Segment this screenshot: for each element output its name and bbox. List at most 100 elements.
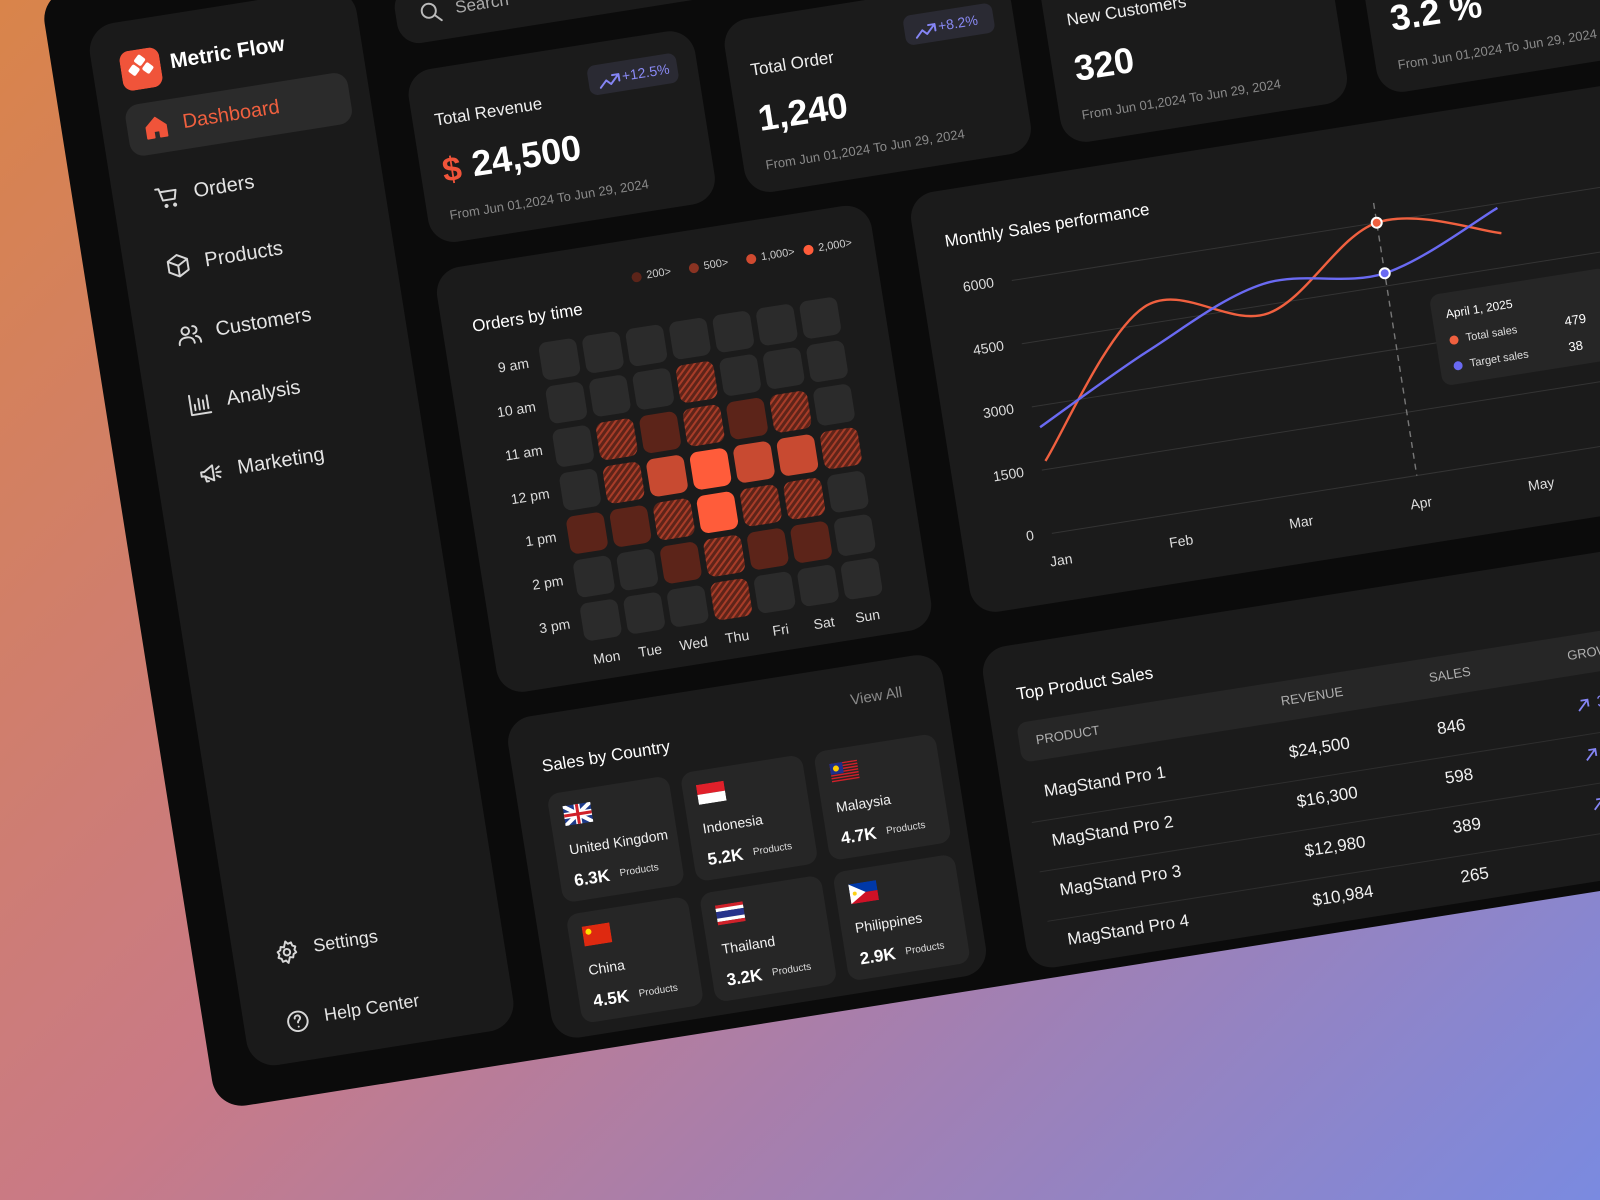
country-tile: China 4.5K Products (565, 895, 705, 1024)
heat-cell (726, 398, 768, 440)
nav-label[interactable]: Customers (213, 303, 313, 341)
f (585, 928, 592, 935)
flag (829, 759, 860, 783)
stat-change: +8.2% (902, 2, 996, 47)
grid-line (1011, 147, 1600, 282)
country-value: 4.5K (591, 986, 631, 1011)
card-title: Orders by time (471, 300, 584, 336)
stat-value: 1,240 (755, 84, 851, 139)
stat-change-value: +8.2% (936, 11, 979, 34)
table-cell: $16,300 (1295, 782, 1360, 812)
y-tick-label: 6000 (962, 274, 995, 295)
chart-title: Monthly Sales performance (943, 200, 1150, 251)
logo (119, 47, 163, 91)
nav-label[interactable]: Dashboard (181, 96, 282, 134)
country-name: United Kingdom (568, 826, 670, 858)
nav-item[interactable]: Dashboard (123, 71, 354, 158)
heat-cell (834, 514, 876, 556)
country-value: 4.7K (839, 823, 878, 848)
heat-cell (580, 599, 622, 641)
footer-nav-icon (287, 1010, 309, 1032)
hover-line (1372, 202, 1418, 476)
footer-nav-label[interactable]: Settings (311, 925, 380, 956)
trend-arrow (1578, 698, 1590, 712)
heat-cell (770, 391, 812, 433)
sidebar: Metric Flow Dashboard Orders Products Custom… (85, 0, 518, 1070)
stat-card: Total Order +8.2% 1,240 From Jun 01,2024 To… (720, 0, 1035, 196)
heat-cell (559, 469, 601, 511)
nav-item[interactable]: Analysis (167, 348, 397, 435)
logo-mark (128, 64, 140, 76)
top-product-sales-card: Top Product Sales PRODUCT REVENUE SALES GROW… (979, 499, 1600, 972)
tooltip-dot (1449, 335, 1459, 345)
f (832, 765, 839, 772)
trend-arrow (1594, 797, 1600, 811)
heat-cell (669, 317, 711, 360)
country-name: China (587, 956, 626, 979)
logo-mark (142, 62, 154, 74)
country-tile: Philippines 2.9K Products (832, 853, 971, 982)
nav-icon-shape (154, 188, 178, 209)
heat-cell (625, 324, 668, 367)
nav-label[interactable]: Orders (192, 170, 256, 203)
heat-cell (683, 404, 725, 447)
trend-icon (599, 73, 621, 89)
card-title: Sales by Country (540, 736, 672, 776)
heat-cell (754, 571, 796, 614)
heat-cell (710, 578, 752, 620)
nav-label[interactable]: Analysis (224, 376, 302, 410)
legend-label: 1,000> (760, 246, 795, 263)
heat-cell (609, 505, 652, 547)
f (715, 904, 744, 913)
table-cell: 598 (1443, 764, 1475, 788)
nav-label[interactable]: Products (202, 237, 285, 272)
stat-change: +12.5% (586, 52, 680, 97)
nav-icon-shape (187, 394, 213, 417)
heat-cell (667, 585, 709, 627)
heat-cell (756, 304, 798, 346)
day-label: Wed (678, 633, 709, 653)
hover-point (1370, 216, 1383, 229)
f (831, 773, 860, 780)
stat-value: 320 (1071, 38, 1137, 89)
country-tile: Thailand 3.2K Products (698, 874, 838, 1003)
heat-cell (719, 354, 761, 396)
heat-cell (813, 384, 855, 426)
y-tick-label: 0 (1025, 527, 1035, 544)
nav-label[interactable]: Marketing (235, 443, 327, 479)
view-all[interactable]: View All (849, 683, 904, 709)
legend-dot (746, 254, 757, 265)
footer-nav-item[interactable]: Settings (254, 896, 484, 983)
row-label: 12 pm (510, 485, 551, 507)
nav-icon (154, 188, 178, 209)
day-label: Mon (592, 647, 621, 667)
nav-item[interactable]: Marketing (178, 417, 408, 504)
legend-label: 500> (703, 257, 729, 273)
series-line (1039, 206, 1499, 429)
search-bar[interactable]: Search (391, 0, 1013, 47)
nav-icon-shape (145, 116, 169, 140)
orders-by-time-card: Orders by time 200> 500> 1,000> 2,000> 9 am 10… (433, 202, 936, 696)
heat-cell (799, 297, 841, 339)
f (830, 770, 859, 777)
stat-title: Total Order (749, 47, 836, 80)
footer-nav-label[interactable]: Help Center (322, 990, 421, 1025)
heat-cell (790, 521, 832, 563)
flag (714, 901, 746, 926)
hover-point (1378, 267, 1391, 280)
nav-item[interactable]: Orders (135, 140, 365, 227)
nav-item[interactable]: Customers (156, 279, 386, 366)
footer-nav-item[interactable]: Help Center (265, 965, 495, 1052)
nav-item[interactable]: Products (145, 209, 375, 296)
day-label: Tue (637, 641, 663, 661)
country-unit: Products (771, 961, 813, 979)
heat-cell (783, 478, 825, 520)
trend-icon (915, 23, 937, 39)
table-cell: $10,984 (1311, 881, 1375, 910)
brand-name: Metric Flow (168, 32, 287, 74)
country-unit: Products (637, 982, 679, 1000)
x-tick-label: Feb (1168, 531, 1195, 551)
growth-value: 32% (1595, 689, 1600, 712)
f (848, 884, 866, 905)
